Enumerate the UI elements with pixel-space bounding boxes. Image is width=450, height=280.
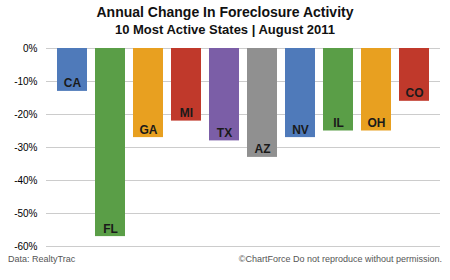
html-text:Annual Change In Foreclosure A: Annual Change In Foreclosure Activity <box>96 4 354 20</box>
svg-text:-30%: -30% <box>14 142 37 153</box>
svg-text:0%: 0% <box>23 43 38 54</box>
svg-text:-40%: -40% <box>14 175 37 186</box>
svg-text:AZ: AZ <box>255 142 271 156</box>
svg-text:OH: OH <box>368 116 386 130</box>
html-text:©ChartForce Do not reproduce w: ©ChartForce Do not reproduce without per… <box>238 254 442 264</box>
svg-text:-50%: -50% <box>14 208 37 219</box>
html-text:10 Most Active States | August: 10 Most Active States | August 2011 <box>114 22 336 37</box>
svg-text:-60%: -60% <box>14 241 37 252</box>
svg-text:TX: TX <box>217 126 232 140</box>
svg-text:CO: CO <box>406 86 424 100</box>
svg-text:CA: CA <box>64 76 82 90</box>
svg-text:GA: GA <box>140 123 158 137</box>
svg-text:NV: NV <box>292 123 309 137</box>
svg-text:-20%: -20% <box>14 109 37 120</box>
svg-text:IL: IL <box>333 116 344 130</box>
svg-text:MI: MI <box>180 106 193 120</box>
html-text:Data: RealtyTrac: Data: RealtyTrac <box>8 254 76 264</box>
svg-text:-10%: -10% <box>14 76 37 87</box>
svg-text:FL: FL <box>103 222 118 236</box>
